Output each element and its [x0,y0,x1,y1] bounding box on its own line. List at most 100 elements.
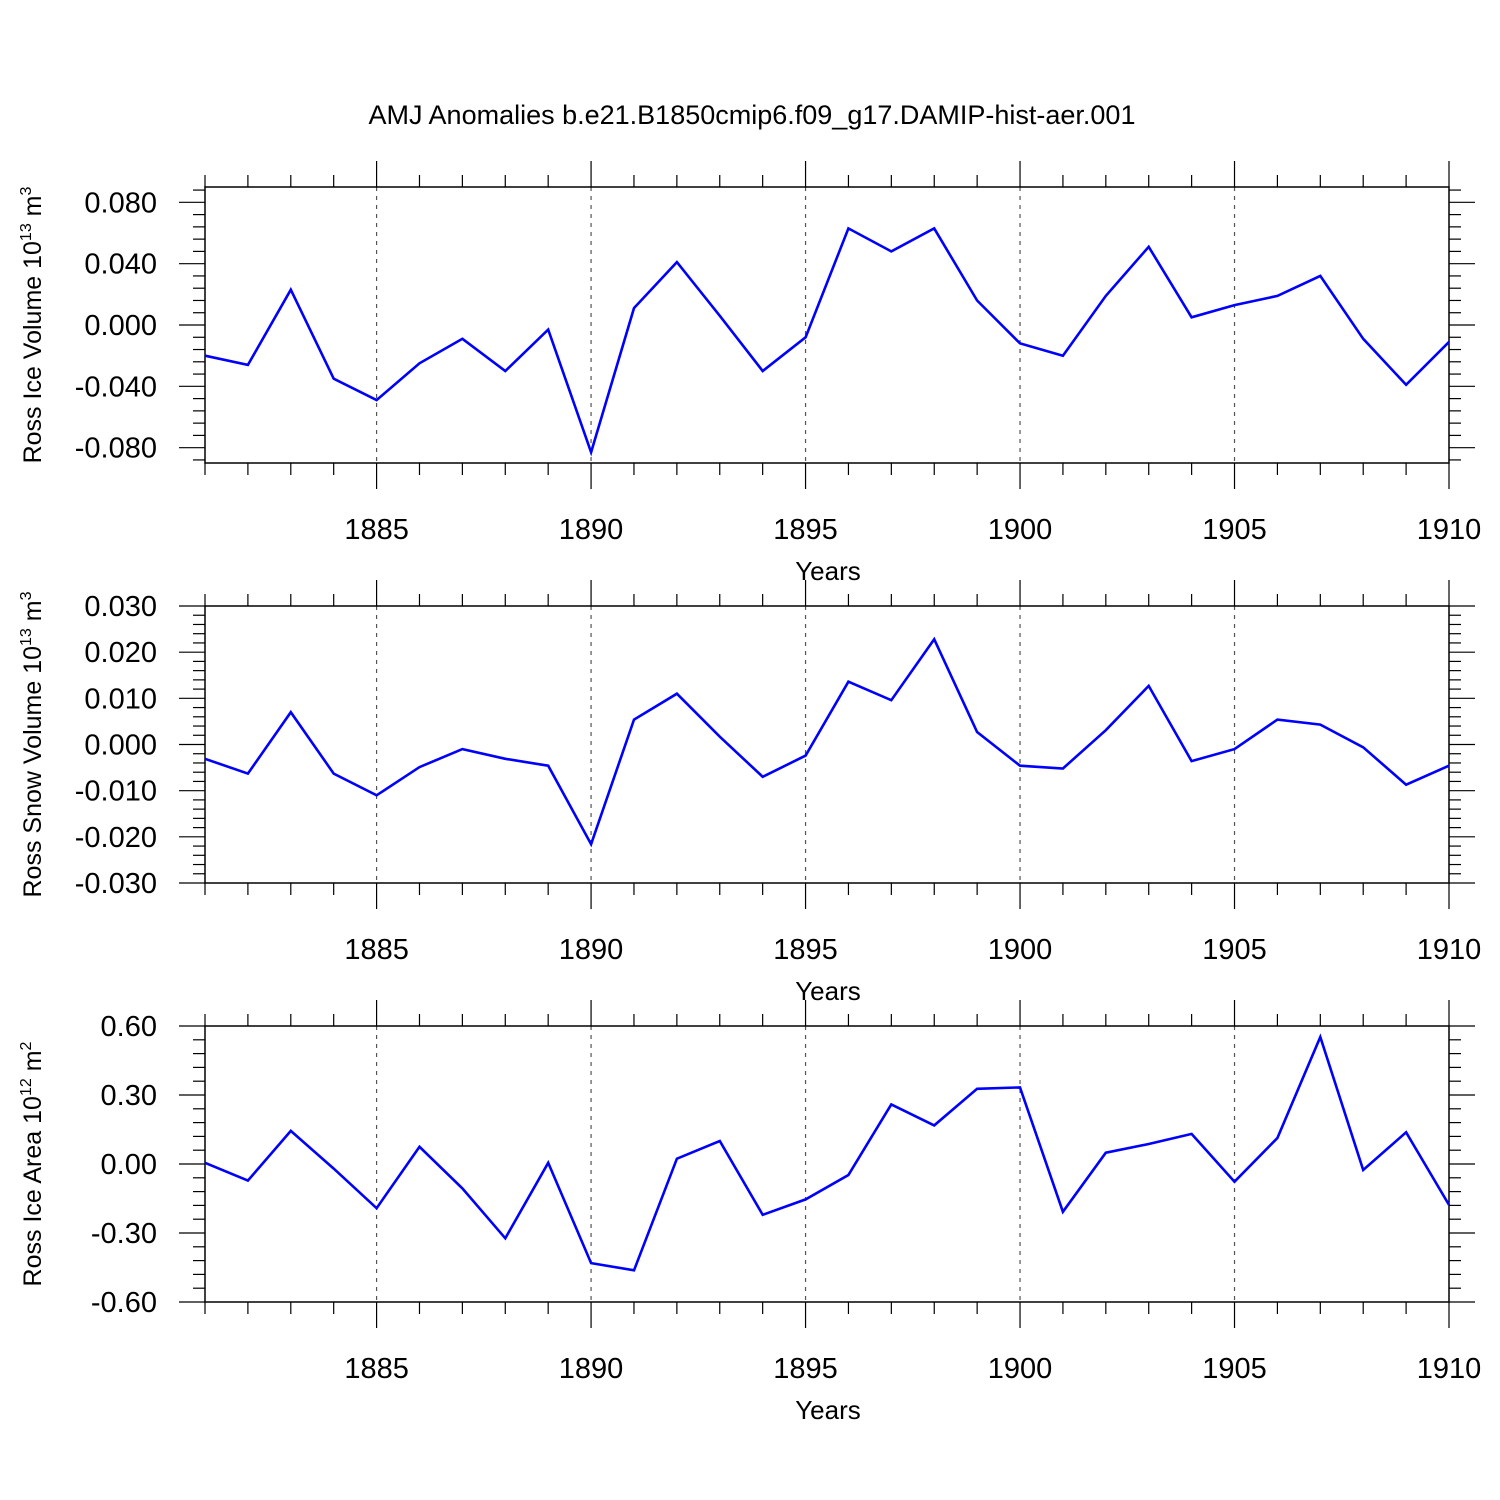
data-point [975,1087,979,1091]
y-tick-label: 0.040 [84,249,157,281]
data-point [546,328,550,332]
data-point [546,764,550,768]
x-tick-label: 1900 [988,1353,1053,1385]
plot-frame [204,605,1450,884]
data-point [975,730,979,734]
data-point [718,1139,722,1143]
panel-1: -0.080 -0.040 0.000 0.040 0.080 1885 1890 1895 1… [18,161,1481,586]
y-tick-label: 0.080 [84,187,157,219]
data-point [503,757,507,761]
x-tick-label: 1910 [1417,934,1482,966]
data-point [632,306,636,310]
data-point [1190,1132,1194,1136]
data-point [1447,340,1451,344]
data-point [804,1197,808,1201]
y-axis-label: Ross Snow Volume 1013 m3 [18,591,47,897]
y-tick-label: 0.000 [84,310,157,342]
figure-title: AMJ Anomalies b.e21.B1850cmip6.f09_g17.D… [369,100,1136,130]
data-point [1318,274,1322,278]
data-point [1018,764,1022,768]
data-point [375,398,379,402]
x-tick-label: 1890 [559,514,624,546]
data-point [1361,745,1365,749]
data-point [460,1186,464,1190]
y-tick-label: 0.030 [84,591,157,623]
data-point [889,249,893,253]
data-point [417,1145,421,1149]
data-point [1147,245,1151,249]
data-point [203,757,207,761]
y-tick-label: 0.000 [84,730,157,762]
data-point [1318,1035,1322,1039]
series-line [204,1033,1451,1272]
y-tick-label: 0.010 [84,683,157,715]
series-line [204,636,1450,848]
y-tick-label: -0.010 [75,776,157,808]
data-point [289,710,293,714]
data-point [804,754,808,758]
data-point [889,698,893,702]
y-tick-label: -0.30 [91,1218,157,1250]
data-point [1275,1136,1279,1140]
data-point [1447,764,1451,768]
data-point [1404,383,1408,387]
x-tick-label: 1910 [1417,1353,1482,1385]
x-axis-label: Years [795,1395,861,1425]
data-point [375,793,379,797]
data-point [1018,341,1022,345]
data-point [460,747,464,751]
data-point [632,718,636,722]
data-point [1361,337,1365,341]
data-point [932,1123,936,1127]
x-tick-label: 1895 [773,1353,838,1385]
data-point [1104,294,1108,298]
data-point [546,1161,550,1165]
x-tick-label: 1890 [559,1353,624,1385]
data-point [846,226,850,230]
y-axis-label: Ross Ice Volume 1013 m3 [18,186,47,463]
data-point [332,377,336,381]
data-point [246,363,250,367]
data-point [675,692,679,696]
data-point [417,765,421,769]
x-tick-label: 1885 [344,934,409,966]
data-point [203,1161,207,1165]
x-tick-label: 1885 [344,514,409,546]
data-point [203,354,207,358]
y-axis-label: Ross Ice Area 1012 m2 [18,1041,47,1286]
data-point [1190,315,1194,319]
data-point [375,1206,379,1210]
data-point [503,369,507,373]
data-point [1404,1130,1408,1134]
x-tick-label: 1895 [773,934,838,966]
data-point [1104,728,1108,732]
data-point [589,1261,593,1265]
panel-2: -0.030 -0.020 -0.010 0.000 0.010 0.020 0.030 18… [18,580,1481,1006]
data-point [804,335,808,339]
data-point [1233,747,1237,751]
x-tick-label: 1900 [988,934,1053,966]
data-point [1275,294,1279,298]
panels: -0.080 -0.040 0.000 0.040 0.080 1885 1890 1895 1… [18,161,1481,1425]
y-tick-label: -0.080 [75,433,157,465]
data-point [332,772,336,776]
x-tick-label: 1900 [988,514,1053,546]
data-point [1104,1151,1108,1155]
data-point [1233,303,1237,307]
y-tick-label: -0.60 [91,1287,157,1319]
x-tick-label: 1890 [559,934,624,966]
x-tick-label: 1895 [773,514,838,546]
data-point [675,1157,679,1161]
data-point [761,775,765,779]
x-tick-label: 1885 [344,1353,409,1385]
data-point [1447,1203,1451,1207]
data-point [632,1268,636,1272]
data-point [718,314,722,318]
data-point [932,226,936,230]
y-tick-label: 0.60 [101,1011,157,1043]
data-point [589,842,593,846]
data-point [932,637,936,641]
plot-frame [204,1025,1450,1303]
data-point [1147,1142,1151,1146]
